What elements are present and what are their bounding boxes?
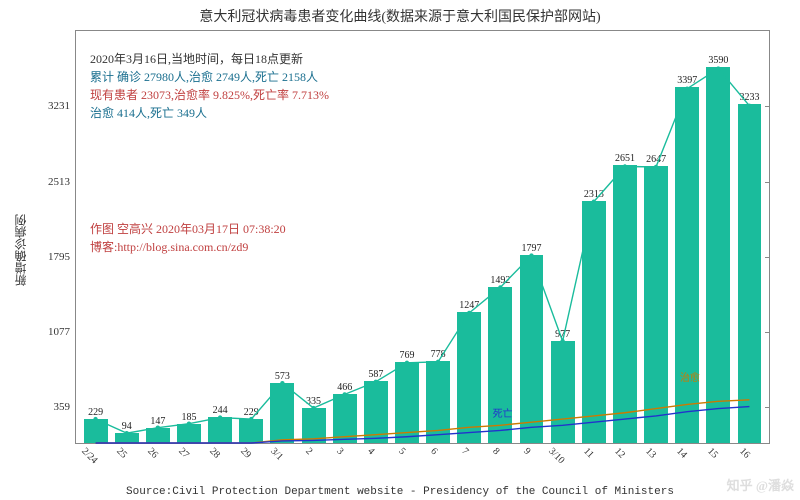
x-tick-label: 28 bbox=[207, 446, 222, 461]
annotation-line: 现有患者 23073,治愈率 9.825%,死亡率 7.713% bbox=[90, 86, 329, 104]
line-marker bbox=[374, 380, 378, 384]
x-tick-label: 2/24 bbox=[79, 446, 99, 466]
x-tick-label: 5 bbox=[397, 446, 408, 457]
chart-title: 意大利冠状病毒患者变化曲线(数据来源于意大利国民保护部网站) bbox=[0, 6, 800, 26]
x-tick-label: 27 bbox=[176, 446, 191, 461]
y-tick-mark bbox=[765, 257, 770, 258]
line-marker bbox=[436, 360, 440, 364]
line-marker bbox=[218, 415, 222, 419]
line-marker bbox=[311, 406, 315, 410]
x-tick-label: 12 bbox=[612, 446, 627, 461]
annotation-summary: 2020年3月16日,当地时间，每日18点更新累计 确诊 27980人,治愈 2… bbox=[90, 50, 329, 122]
y-tick-mark bbox=[765, 407, 770, 408]
line-marker bbox=[623, 164, 627, 168]
line-marker bbox=[405, 361, 409, 365]
x-tick-label: 25 bbox=[114, 446, 129, 461]
x-tick-label: 11 bbox=[581, 446, 596, 461]
line-marker bbox=[592, 200, 596, 204]
y-tick-mark bbox=[765, 106, 770, 107]
y-tick-label: 3231 bbox=[48, 100, 76, 112]
x-tick-label: 14 bbox=[674, 446, 689, 461]
line-marker bbox=[747, 104, 751, 108]
x-tick-label: 26 bbox=[145, 446, 160, 461]
line-marker bbox=[685, 86, 689, 90]
line-marker bbox=[529, 253, 533, 257]
annotation-line: 作图 空高兴 2020年03月17日 07:38:20 bbox=[90, 220, 286, 238]
line-marker bbox=[156, 425, 160, 429]
line-marker bbox=[467, 311, 471, 315]
line-marker bbox=[716, 66, 720, 70]
x-tick-label: 3/10 bbox=[546, 446, 566, 466]
line-marker bbox=[125, 431, 129, 435]
x-tick-label: 2 bbox=[303, 446, 314, 457]
line-marker bbox=[93, 417, 97, 421]
watermark: 知乎 @潘焱 bbox=[727, 475, 794, 494]
y-axis-label: 新增确诊病例 bbox=[12, 214, 29, 286]
y-tick-mark bbox=[765, 332, 770, 333]
line-marker bbox=[249, 417, 253, 421]
line-marker bbox=[654, 165, 658, 169]
x-tick-label: 4 bbox=[366, 446, 377, 457]
y-tick-label: 1795 bbox=[48, 251, 76, 263]
x-tick-label: 6 bbox=[428, 446, 439, 457]
x-tick-label: 8 bbox=[490, 446, 501, 457]
annotation-line: 2020年3月16日,当地时间，每日18点更新 bbox=[90, 50, 329, 68]
y-tick-label: 359 bbox=[54, 401, 77, 413]
y-tick-label: 1077 bbox=[48, 326, 76, 338]
annotation-line: 治愈 414人,死亡 349人 bbox=[90, 104, 329, 122]
annotation-line: 博客:http://blog.sina.com.cn/zd9 bbox=[90, 238, 286, 256]
y-tick-label: 2513 bbox=[48, 176, 76, 188]
line-marker bbox=[187, 422, 191, 426]
x-tick-label: 29 bbox=[238, 446, 253, 461]
y-tick-mark bbox=[765, 182, 770, 183]
x-tick-label: 13 bbox=[643, 446, 658, 461]
line-marker bbox=[560, 339, 564, 343]
line-marker bbox=[498, 285, 502, 289]
annotation-author: 作图 空高兴 2020年03月17日 07:38:20博客:http://blo… bbox=[90, 220, 286, 256]
source-text: Source:Civil Protection Department websi… bbox=[0, 486, 800, 498]
series-inline-label: 治愈 bbox=[680, 369, 700, 384]
x-tick-label: 16 bbox=[737, 446, 752, 461]
x-tick-label: 15 bbox=[706, 446, 721, 461]
x-tick-label: 3/1 bbox=[268, 446, 285, 463]
chart-container: 意大利冠状病毒患者变化曲线(数据来源于意大利国民保护部网站) 新增确诊病例 2 2… bbox=[0, 0, 800, 500]
line-marker bbox=[342, 392, 346, 396]
line-series bbox=[96, 400, 750, 443]
x-tick-label: 9 bbox=[521, 446, 532, 457]
x-tick-label: 3 bbox=[334, 446, 345, 457]
line-series bbox=[96, 407, 750, 443]
annotation-line: 累计 确诊 27980人,治愈 2749人,死亡 2158人 bbox=[90, 68, 329, 86]
x-tick-label: 7 bbox=[459, 446, 470, 457]
line-marker bbox=[280, 381, 284, 385]
series-inline-label: 死亡 bbox=[493, 405, 513, 420]
